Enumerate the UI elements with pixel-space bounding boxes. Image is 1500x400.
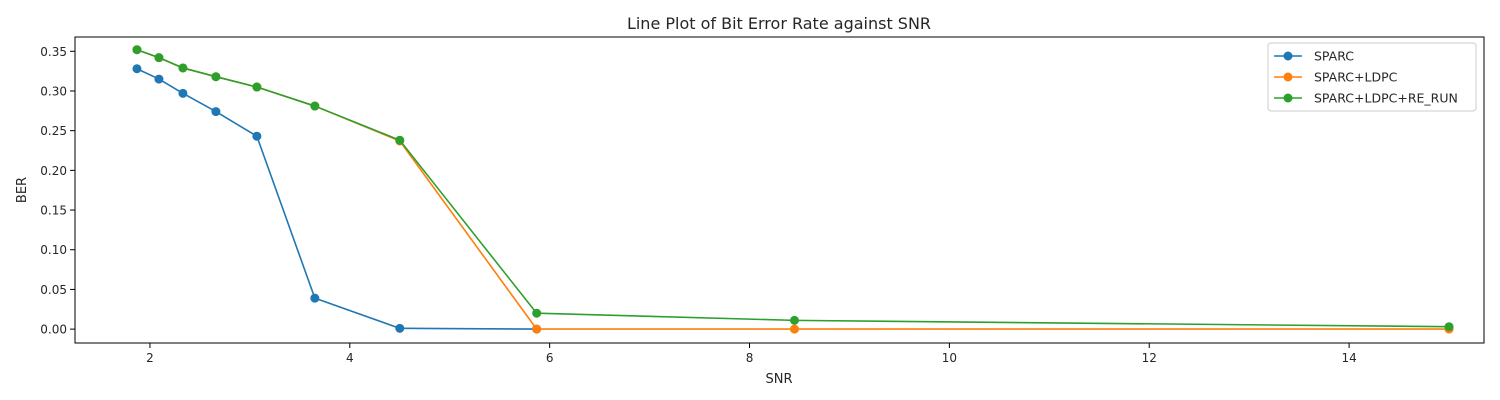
plot-frame xyxy=(74,36,1485,344)
series-line xyxy=(136,48,1450,328)
y-tick-label: 0.15 xyxy=(40,204,67,218)
series-1 xyxy=(132,64,542,334)
x-tick-label: 4 xyxy=(346,351,354,365)
x-tick-label: 14 xyxy=(1341,351,1356,365)
data-point xyxy=(532,308,542,318)
x-tick-label: 12 xyxy=(1142,351,1157,365)
x-axis-label: SNR xyxy=(765,372,792,387)
legend-marker xyxy=(1283,72,1293,82)
y-tick-label: 0.25 xyxy=(40,124,67,138)
data-point xyxy=(395,135,405,145)
y-axis-label: BER xyxy=(15,177,30,203)
x-tick-label: 8 xyxy=(746,351,754,365)
series-layer xyxy=(132,45,1454,334)
legend-marker xyxy=(1283,93,1293,103)
data-point xyxy=(310,101,320,111)
data-point xyxy=(178,88,188,98)
data-point xyxy=(154,74,164,84)
x-tick-label: 10 xyxy=(942,351,957,365)
legend-label: SPARC+LDPC xyxy=(1314,70,1398,85)
y-tick-label: 0.30 xyxy=(40,84,67,98)
data-point xyxy=(1444,322,1454,332)
series-line xyxy=(136,68,537,330)
legend-label: SPARC+LDPC+RE_RUN xyxy=(1314,91,1458,106)
data-point xyxy=(252,131,262,141)
legend-item: SPARC+LDPC xyxy=(1274,70,1398,85)
y-tick-label: 0.35 xyxy=(40,45,67,59)
legend: SPARC SPARC+LDPC SPARC+LDPC+RE_RUN xyxy=(1267,42,1477,112)
data-point xyxy=(789,315,799,325)
chart-title: Line Plot of Bit Error Rate against SNR xyxy=(627,14,931,33)
data-point xyxy=(395,323,405,333)
y-tick-label: 0.20 xyxy=(40,164,67,178)
data-point xyxy=(211,72,221,82)
data-point xyxy=(132,64,142,74)
data-point xyxy=(132,45,142,55)
y-tick-label: 0.00 xyxy=(40,323,67,337)
data-point xyxy=(532,324,542,334)
data-point xyxy=(252,82,262,92)
data-point xyxy=(310,293,320,303)
y-tick-label: 0.05 xyxy=(40,283,67,297)
legend-box xyxy=(1267,42,1477,112)
series-3 xyxy=(132,45,1454,332)
legend-label: SPARC xyxy=(1314,49,1354,64)
data-point xyxy=(789,324,799,334)
legend-item: SPARC xyxy=(1274,49,1354,64)
x-tick-label: 2 xyxy=(146,351,154,365)
legend-marker xyxy=(1283,51,1293,61)
series-line xyxy=(136,48,1450,330)
x-tick-label: 6 xyxy=(546,351,554,365)
y-tick-label: 0.10 xyxy=(40,243,67,257)
data-point xyxy=(178,63,188,73)
series-2 xyxy=(132,45,1454,334)
data-point xyxy=(211,107,221,117)
legend-item: SPARC+LDPC+RE_RUN xyxy=(1274,91,1458,106)
data-point xyxy=(154,53,164,63)
y-axis: 0.00 0.05 0.10 0.15 0.20 0.25 0.30 0.35 xyxy=(40,45,75,337)
x-axis: 2 4 6 8 10 12 14 xyxy=(146,343,1357,365)
